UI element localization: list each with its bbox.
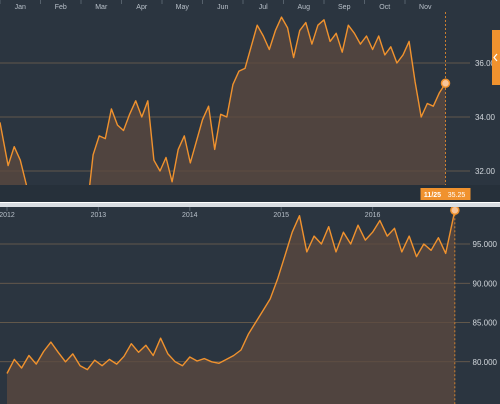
x-tick-label-4: 2016 xyxy=(365,212,381,219)
last-point-marker xyxy=(450,207,460,215)
chevron-left-icon xyxy=(493,53,498,62)
y-tick-label-2: 32.00 xyxy=(475,167,496,176)
x-tick-label-7: Aug xyxy=(298,4,311,11)
x-tick-label-6: Jul xyxy=(259,4,268,11)
x-axis-strip xyxy=(0,185,500,203)
tooltip-value: 35.25 xyxy=(448,192,466,199)
series-area xyxy=(7,210,455,404)
y-tick-label-2: 85.000 xyxy=(473,319,498,328)
panel-divider xyxy=(0,203,500,207)
x-tick-label-4: May xyxy=(176,4,190,11)
tooltip-box xyxy=(420,188,471,200)
x-tick-label-3: Apr xyxy=(136,4,148,11)
y-tick-label-1: 34.00 xyxy=(475,113,496,122)
x-axis-strip xyxy=(0,207,500,220)
last-point-marker xyxy=(440,78,451,88)
x-tick-label-9: Oct xyxy=(379,4,390,11)
x-tick-label-1: Feb xyxy=(55,4,67,11)
x-tick-label-10: Nov xyxy=(419,4,432,11)
series-line xyxy=(0,16,447,203)
top-area-chart[interactable]: Jan Feb Mar Apr May Jun Jul Aug Sep Oct Nov 36.00 34… xyxy=(0,0,500,203)
series-area xyxy=(0,17,446,203)
x-tick-label-5: Jun xyxy=(217,4,228,11)
scroll-handle xyxy=(492,30,500,85)
series-line xyxy=(6,210,456,374)
y-tick-label-3: 80.000 xyxy=(473,358,498,367)
y-tick-label-0: 36.00 xyxy=(475,59,496,68)
x-tick-label-0: 2012 xyxy=(0,212,15,219)
x-tick-label-1: 2013 xyxy=(91,212,107,219)
y-tick-label-0: 95.000 xyxy=(473,240,498,249)
x-tick-label-2: Mar xyxy=(95,4,108,11)
x-tick-label-0: Jan xyxy=(15,4,26,11)
tooltip-date: 11/25 xyxy=(424,192,441,199)
x-tick-label-3: 2015 xyxy=(273,212,289,219)
bottom-area-chart[interactable]: 2012 2013 2014 2015 2016 95.000 90.000 85.000 80… xyxy=(0,207,500,404)
y-tick-label-1: 90.000 xyxy=(473,279,498,288)
x-tick-label-8: Sep xyxy=(338,4,351,11)
x-tick-label-2: 2014 xyxy=(182,212,198,219)
bottom-chart-panel: 2012 2013 2014 2015 2016 95.000 90.000 85.000 80… xyxy=(0,207,500,404)
top-chart-panel: Jan Feb Mar Apr May Jun Jul Aug Sep Oct Nov 36.00 34… xyxy=(0,0,500,203)
